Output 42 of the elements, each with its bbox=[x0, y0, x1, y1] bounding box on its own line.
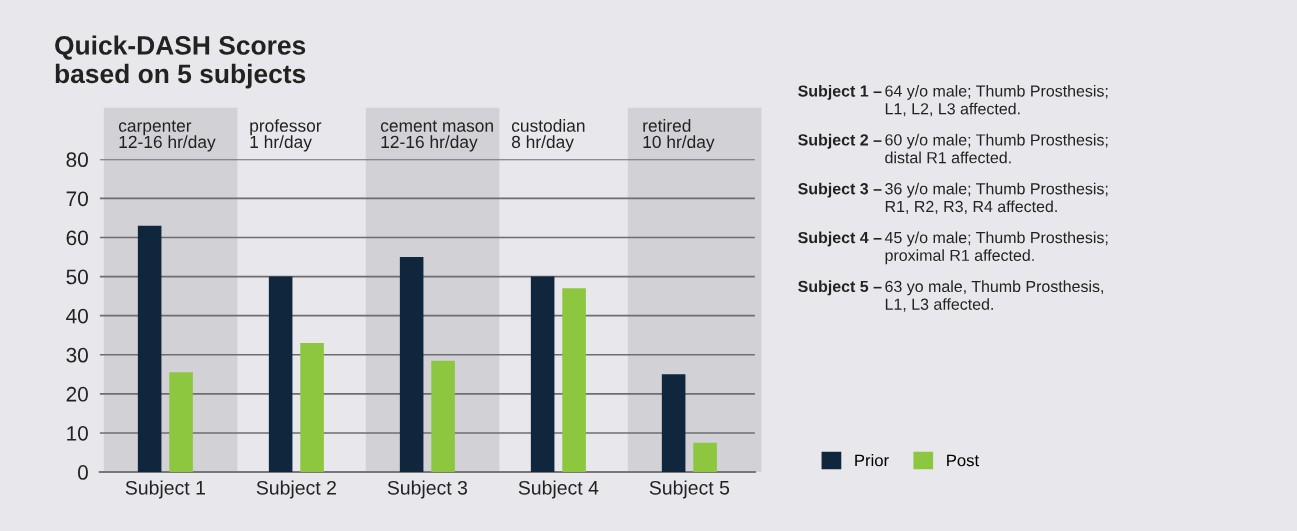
y-tick-label: 0 bbox=[77, 465, 88, 480]
bar bbox=[693, 442, 717, 473]
bar bbox=[562, 288, 586, 473]
text: professor 1 hr/day bbox=[250, 119, 322, 152]
y-tick-label: 30 bbox=[66, 347, 88, 363]
x-tick-label: Subject 4 bbox=[518, 480, 599, 499]
x-tick-label: Subject 5 bbox=[649, 480, 730, 499]
bar bbox=[300, 343, 324, 473]
legend-label: Post bbox=[947, 454, 979, 467]
chart-title: Quick-DASH Scores based on 5 subjects bbox=[55, 35, 306, 89]
x-tick-label: Subject 2 bbox=[256, 480, 336, 499]
legend-label: Prior bbox=[855, 454, 889, 467]
text: 60 y/o male; Thumb Prosthesis; distal R1 affected. bbox=[885, 133, 1108, 164]
y-tick-label: 50 bbox=[66, 269, 88, 285]
text: 63 yo male, Thumb Prosthesis, L1, L3 affected. bbox=[885, 280, 1103, 312]
bar bbox=[399, 257, 424, 473]
y-tick-label: 10 bbox=[67, 425, 88, 441]
text: Subject 5 – bbox=[798, 280, 882, 296]
y-tick-label: 80 bbox=[66, 152, 88, 168]
text: 36 y/o male; Thumb Prosthesis; R1, R2, R3, R4 affected. bbox=[885, 182, 1108, 215]
text: 45 y/o male; Thumb Prosthesis; proximal R1 affected. bbox=[884, 231, 1108, 265]
y-tick-label: 70 bbox=[66, 191, 88, 207]
y-tick-label: 20 bbox=[66, 386, 88, 402]
bar bbox=[431, 360, 455, 473]
text: Subject 2 – bbox=[798, 133, 882, 149]
text: cement mason 12-16 hr/day bbox=[380, 120, 493, 152]
y-tick-label: 60 bbox=[66, 230, 88, 246]
text: Subject 3 – bbox=[798, 182, 882, 198]
bar bbox=[268, 276, 293, 473]
y-tick-label: 40 bbox=[66, 308, 88, 324]
bar bbox=[137, 225, 162, 473]
text: retired 10 hr/day bbox=[643, 119, 715, 152]
bar bbox=[661, 374, 686, 473]
bar bbox=[530, 276, 555, 473]
text: 64 y/o male; Thumb Prosthesis; L1, L2, L3 affected. bbox=[885, 84, 1108, 117]
text: carpenter 12-16 hr/day bbox=[118, 120, 216, 152]
bar bbox=[169, 372, 193, 473]
text: Subject 4 – bbox=[798, 231, 882, 247]
text: Subject 1 – bbox=[798, 84, 882, 100]
x-tick-label: Subject 3 bbox=[387, 480, 468, 499]
x-tick-label: Subject 1 bbox=[125, 480, 205, 499]
text: custodian 8 hr/day bbox=[511, 119, 585, 152]
